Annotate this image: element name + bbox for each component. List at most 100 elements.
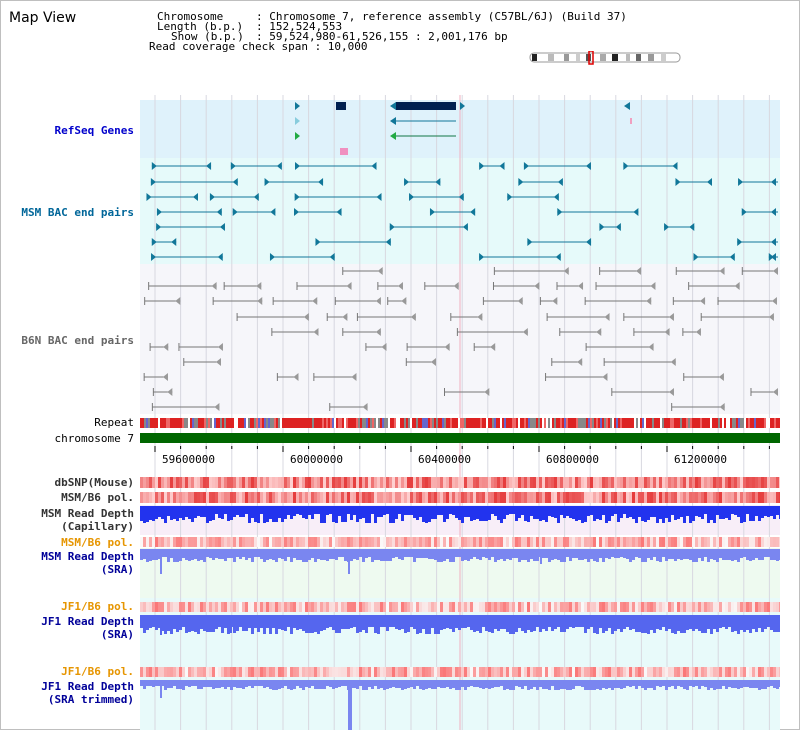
heat-cell <box>635 602 638 612</box>
heat-cell <box>167 477 170 488</box>
depth-bar <box>515 615 518 632</box>
heat-cell <box>767 477 770 488</box>
depth-bar <box>272 615 275 628</box>
ideogram-band <box>600 54 606 61</box>
heat-cell <box>674 492 677 503</box>
depth-bar <box>593 615 596 633</box>
depth-bar <box>194 549 197 559</box>
depth-bar <box>293 506 296 516</box>
depth-bar <box>620 680 623 689</box>
heat-cell <box>188 537 191 547</box>
depth-bar <box>752 615 755 629</box>
depth-bar <box>227 549 230 558</box>
depth-bar <box>569 506 572 518</box>
bac-end-marker <box>264 178 270 186</box>
depth-bar <box>737 680 740 689</box>
heat-cell <box>311 602 314 612</box>
heat-cell <box>221 477 224 488</box>
repeat-segment <box>712 418 714 428</box>
heat-cell <box>704 537 707 547</box>
depth-bar <box>509 549 512 560</box>
repeat-segment <box>160 418 162 428</box>
heat-cell <box>257 492 260 503</box>
repeat-segment <box>470 418 472 428</box>
heat-cell <box>650 667 653 677</box>
heat-cell <box>539 667 542 677</box>
heat-cell <box>443 537 446 547</box>
heat-cell <box>287 537 290 547</box>
heat-cell <box>368 477 371 488</box>
heat-cell <box>773 492 776 503</box>
heat-cell <box>587 477 590 488</box>
depth-bar <box>299 680 302 688</box>
heat-cell <box>209 492 212 503</box>
depth-bar <box>638 680 641 686</box>
depth-bar <box>563 615 566 632</box>
depth-bar <box>308 549 311 560</box>
depth-bar <box>713 615 716 629</box>
heat-cell <box>704 667 707 677</box>
bac-end-marker <box>294 162 300 170</box>
heat-cell <box>614 537 617 547</box>
depth-bar <box>257 615 260 632</box>
heat-cell <box>758 602 761 612</box>
depth-bar <box>338 506 341 516</box>
repeat-segment <box>402 418 404 428</box>
depth-bar <box>398 506 401 514</box>
depth-bar <box>344 549 347 561</box>
repeat-segment <box>762 418 764 428</box>
depth-bar <box>503 680 506 690</box>
heat-cell <box>380 492 383 503</box>
depth-bar <box>611 506 614 516</box>
heat-cell <box>497 602 500 612</box>
heat-cell <box>404 537 407 547</box>
depth-bar <box>614 680 617 688</box>
depth-bar <box>503 506 506 519</box>
heat-cell <box>188 602 191 612</box>
heat-cell <box>386 492 389 503</box>
heat-cell <box>164 602 167 612</box>
depth-bar <box>773 615 776 632</box>
heat-cell <box>512 602 515 612</box>
heat-cell <box>590 602 593 612</box>
heat-cell <box>629 602 632 612</box>
ideogram-band <box>612 54 618 61</box>
heat-cell <box>734 477 737 488</box>
heat-cell <box>743 477 746 488</box>
repeat-segment <box>172 418 174 428</box>
repeat-segment <box>186 418 188 428</box>
repeat-segment <box>442 418 444 428</box>
repeat-segment <box>640 418 642 428</box>
depth-bar <box>470 680 473 686</box>
repeat-segment <box>564 418 566 428</box>
depth-bar <box>380 549 383 561</box>
bac-end-marker <box>773 388 778 396</box>
heat-cell <box>578 477 581 488</box>
depth-bar <box>248 615 251 628</box>
depth-bar <box>512 506 515 514</box>
bac-end-marker <box>479 253 485 261</box>
depth-bar <box>482 549 485 557</box>
heat-cell <box>635 477 638 488</box>
depth-bar <box>518 506 521 518</box>
depth-bar <box>683 549 686 559</box>
bac-end-marker <box>206 162 212 170</box>
bac-end-marker <box>315 238 321 246</box>
heat-cell <box>515 537 518 547</box>
depth-bar <box>746 680 749 687</box>
depth-bar <box>389 680 392 688</box>
chromosome-ideogram[interactable] <box>528 51 684 65</box>
heat-cell <box>773 477 776 488</box>
depth-bar <box>410 680 413 687</box>
heat-cell <box>488 477 491 488</box>
depth-bar <box>404 549 407 557</box>
heat-cell <box>476 477 479 488</box>
heat-cell <box>410 537 413 547</box>
repeat-segment <box>180 418 182 428</box>
depth-bar <box>275 680 278 690</box>
repeat-segment <box>752 418 754 428</box>
heat-cell <box>146 602 149 612</box>
depth-bar <box>317 549 320 559</box>
genome-track-canvas[interactable]: 59600000 60000000 60400000 60800000 61200000 <box>140 0 780 730</box>
heat-cell <box>332 537 335 547</box>
